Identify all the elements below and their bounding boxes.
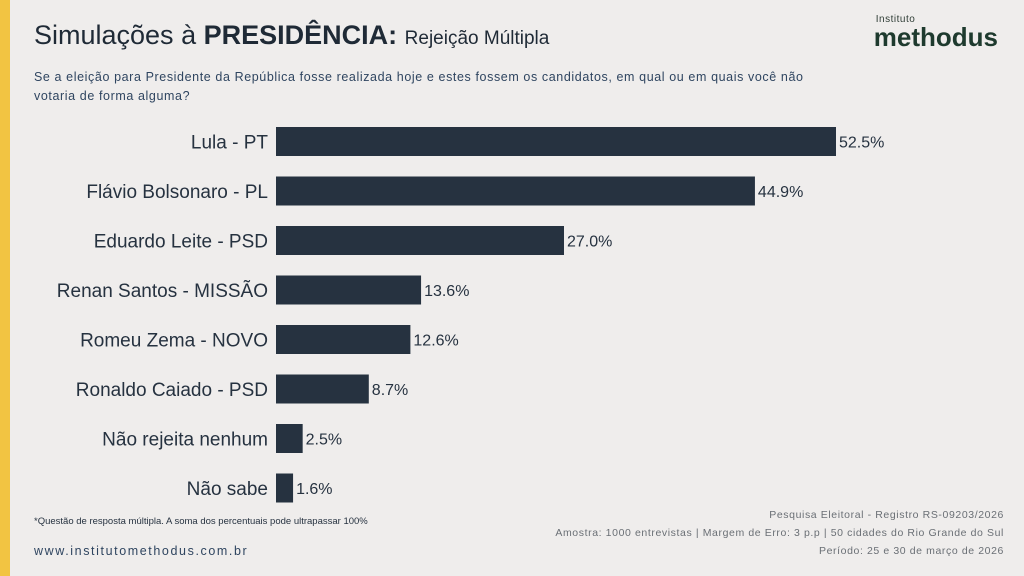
value-label: 27.0% xyxy=(567,234,612,251)
value-label: 1.6% xyxy=(296,481,332,498)
bar xyxy=(276,424,303,453)
website-link[interactable]: www.institutomethodus.com.br xyxy=(34,544,249,558)
bar xyxy=(276,176,755,206)
category-label: Não sabe xyxy=(187,479,268,500)
title-strong: PRESIDÊNCIA: xyxy=(203,20,398,50)
bar xyxy=(276,275,422,305)
bar xyxy=(276,127,836,156)
value-label: 8.7% xyxy=(372,382,408,399)
logo-big-text: methodus xyxy=(873,22,998,52)
bar xyxy=(276,374,369,404)
value-label: 52.5% xyxy=(839,135,884,152)
bar xyxy=(276,325,411,354)
category-label: Não rejeita nenhum xyxy=(102,430,268,451)
survey-meta: Pesquisa Eleitoral - Registro RS-09203/2… xyxy=(555,506,1004,560)
period-text: Período: 25 e 30 de março de 2026 xyxy=(818,545,1004,557)
value-label: 12.6% xyxy=(413,333,458,350)
logo: Instituto methodus xyxy=(873,14,998,52)
category-label: Renan Santos - MISSÃO xyxy=(57,280,268,302)
bar xyxy=(276,226,564,255)
page-title: Simulações à PRESIDÊNCIA: Rejeição Múlti… xyxy=(34,20,549,51)
question-text: Se a eleição para Presidente da Repúblic… xyxy=(34,70,804,103)
category-label: Eduardo Leite - PSD xyxy=(94,232,268,253)
category-label: Ronaldo Caiado - PSD xyxy=(76,380,268,401)
value-label: 13.6% xyxy=(424,283,469,300)
sample-text: Amostra: 1000 entrevistas | Margem de Er… xyxy=(555,527,1004,539)
category-label: Lula - PT xyxy=(191,133,268,154)
category-label: Flávio Bolsonaro - PL xyxy=(86,182,268,203)
title-prefix: Simulações à xyxy=(34,20,197,50)
value-label: 44.9% xyxy=(758,184,803,201)
bar xyxy=(276,473,294,503)
logo-small-text: Instituto xyxy=(875,14,916,25)
footnote: *Questão de resposta múltipla. A soma do… xyxy=(34,516,368,527)
value-label: 2.5% xyxy=(306,432,342,449)
title-sub: Rejeição Múltipla xyxy=(404,28,550,49)
registry-text: Pesquisa Eleitoral - Registro RS-09203/2… xyxy=(769,509,1004,521)
accent-bar xyxy=(0,0,10,576)
category-label: Romeu Zema - NOVO xyxy=(80,331,268,352)
